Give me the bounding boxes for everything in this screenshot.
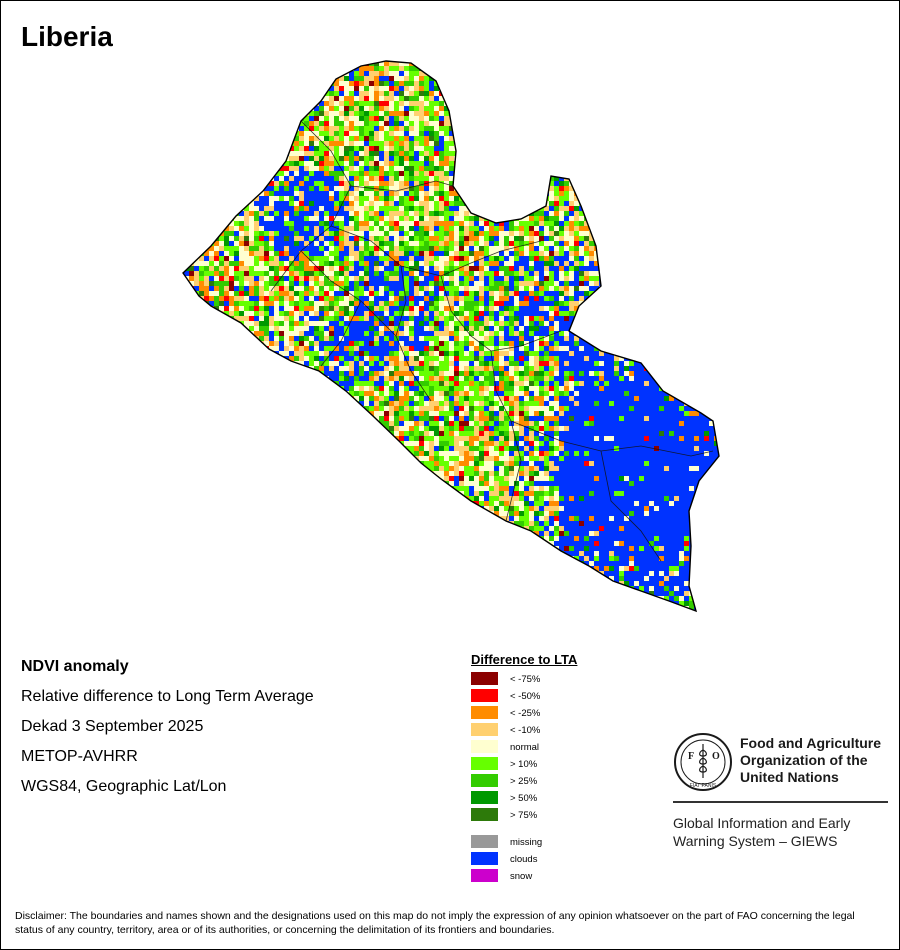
product-projection: WGS84, Geographic Lat/Lon (21, 778, 227, 795)
legend-swatch (471, 869, 498, 882)
legend-label: < -10% (510, 725, 541, 736)
legend-title: Difference to LTA (471, 652, 578, 667)
map-title: Liberia (21, 21, 113, 52)
org-name-line1: Food and Agriculture (740, 735, 882, 751)
product-period: Dekad 3 September 2025 (21, 718, 204, 735)
legend-item: > 50% (471, 791, 591, 805)
legend-label: clouds (510, 854, 538, 865)
legend-label: < -50% (510, 691, 541, 702)
system-name: Global Information and Early Warning Sys… (673, 814, 850, 850)
legend-label: > 50% (510, 793, 538, 804)
legend-swatch (471, 672, 498, 685)
legend-label: snow (510, 871, 533, 882)
legend-label: > 75% (510, 810, 538, 821)
system-line1: Global Information and Early (673, 815, 851, 831)
legend-swatch (471, 757, 498, 770)
legend-item: < -75% (471, 672, 591, 686)
logo-letter-o: O (712, 751, 720, 762)
legend-swatch (471, 689, 498, 702)
disclaimer: Disclaimer: The boundaries and names sho… (15, 910, 855, 936)
product-name: NDVI anomaly (21, 658, 129, 675)
legend-label: > 25% (510, 776, 538, 787)
org-name-line3: United Nations (740, 769, 839, 785)
legend-item: < -50% (471, 689, 591, 703)
product-sensor: METOP-AVHRR (21, 748, 138, 765)
legend-item: < -10% (471, 723, 591, 737)
legend-swatch (471, 774, 498, 787)
legend-item: < -25% (471, 706, 591, 720)
legend-item: normal (471, 740, 591, 754)
logo-letter-f: F (688, 751, 694, 762)
organization-name: Food and Agriculture Organization of the… (740, 735, 881, 786)
legend-swatch (471, 835, 498, 848)
divider (673, 801, 888, 803)
legend-swatch (471, 723, 498, 736)
legend-item: snow (471, 869, 591, 883)
legend-swatch (471, 791, 498, 804)
legend-item: > 75% (471, 808, 591, 822)
product-description: Relative difference to Long Term Average (21, 688, 314, 705)
fao-logo-icon: F O FIAT PANIS (674, 733, 732, 791)
legend-swatch (471, 852, 498, 865)
legend-label: missing (510, 837, 543, 848)
legend-swatch (471, 740, 498, 753)
legend-item: > 10% (471, 757, 591, 771)
admin-boundaries (270, 120, 714, 562)
legend-label: < -75% (510, 674, 541, 685)
legend-item: clouds (471, 852, 591, 866)
system-line2: Warning System – GIEWS (673, 833, 838, 849)
legend-item: > 25% (471, 774, 591, 788)
legend-label: < -25% (510, 708, 541, 719)
legend-swatch (471, 808, 498, 821)
logo-motto: FIAT PANIS (690, 783, 717, 789)
legend-swatch (471, 706, 498, 719)
legend-item: missing (471, 835, 591, 849)
org-name-line2: Organization of the (740, 752, 868, 768)
legend-label: > 10% (510, 759, 538, 770)
ndvi-map (182, 60, 720, 612)
legend-label: normal (510, 742, 540, 753)
